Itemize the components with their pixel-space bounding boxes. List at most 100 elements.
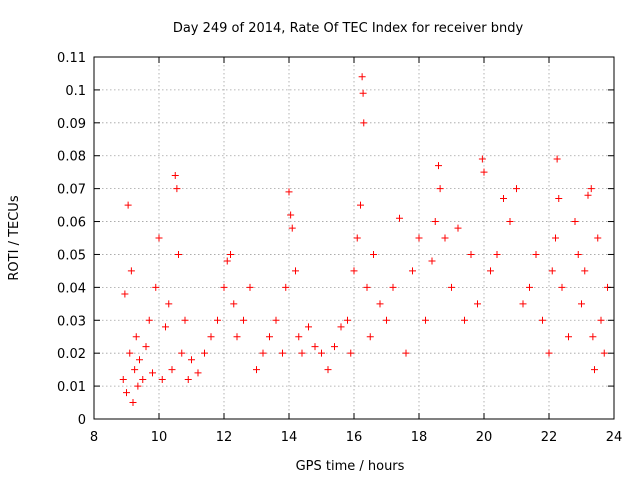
data-point: [173, 185, 181, 193]
data-point: [121, 290, 129, 298]
data-point: [436, 185, 444, 193]
data-point: [383, 316, 390, 324]
data-point: [506, 218, 514, 226]
data-point: [152, 283, 160, 291]
data-point: [292, 267, 299, 275]
data-point: [178, 349, 186, 357]
data-point: [201, 349, 208, 357]
y-tick-label: 0.02: [57, 347, 86, 362]
x-axis-tick-labels: 8 10 12 14 16 18 20 22 24: [90, 430, 622, 445]
data-point: [366, 333, 374, 341]
x-tick-label: 8: [90, 430, 98, 445]
data-point: [139, 376, 147, 384]
data-point: [558, 283, 566, 291]
data-point: [461, 316, 468, 324]
y-tick-label: 0.01: [57, 380, 86, 395]
data-point: [181, 316, 189, 324]
data-point: [555, 195, 563, 203]
data-point: [500, 195, 507, 203]
data-point: [246, 283, 254, 291]
data-point: [532, 250, 540, 258]
axis-ticks: [93, 56, 615, 420]
data-point: [431, 218, 439, 226]
data-point: [363, 283, 371, 291]
data-point: [230, 300, 238, 308]
data-point: [552, 234, 559, 242]
data-point: [357, 201, 364, 209]
data-point: [126, 349, 134, 357]
data-point: [207, 333, 215, 341]
data-point: [233, 333, 241, 341]
data-point: [539, 316, 546, 324]
x-tick-label: 16: [346, 430, 363, 445]
data-point: [145, 316, 153, 324]
data-point: [519, 300, 527, 308]
y-tick-label: 0.06: [57, 216, 86, 231]
x-tick-label: 24: [606, 430, 623, 445]
data-point: [565, 333, 572, 341]
x-tick-label: 12: [216, 430, 233, 445]
data-point: [571, 218, 579, 226]
data-point: [467, 250, 475, 258]
data-point: [298, 349, 306, 357]
y-tick-label: 0.11: [57, 51, 86, 66]
data-point: [480, 168, 488, 176]
data-point: [474, 300, 481, 308]
data-point: [584, 191, 592, 199]
data-point: [347, 349, 355, 357]
data-point: [493, 250, 501, 258]
data-point: [123, 389, 130, 397]
data-point: [175, 250, 182, 258]
data-point: [318, 349, 325, 357]
x-tick-label: 22: [541, 430, 558, 445]
data-point: [168, 366, 176, 374]
data-point: [581, 267, 589, 275]
y-tick-label: 0.08: [57, 150, 86, 165]
data-point: [337, 323, 345, 331]
data-point: [589, 333, 597, 341]
data-point: [282, 283, 290, 291]
data-point: [155, 234, 163, 242]
data-point: [129, 399, 137, 407]
data-point: [287, 211, 295, 219]
data-point: [158, 376, 166, 384]
data-point: [454, 224, 462, 232]
data-point: [142, 343, 150, 351]
data-point: [591, 366, 598, 374]
data-point: [415, 234, 423, 242]
data-point: [188, 356, 195, 364]
data-point: [305, 323, 312, 331]
x-axis-label: GPS time / hours: [296, 459, 405, 474]
data-point: [370, 250, 377, 258]
y-tick-label: 0.1: [65, 84, 86, 99]
chart-title: Day 249 of 2014, Rate Of TEC Index for r…: [173, 21, 524, 36]
data-point: [545, 349, 553, 357]
data-point: [478, 155, 486, 163]
data-points: [119, 73, 611, 407]
data-point: [376, 300, 384, 308]
data-point: [311, 343, 319, 351]
data-point: [272, 316, 280, 324]
data-point: [428, 257, 436, 265]
y-tick-label: 0.07: [57, 183, 86, 198]
data-point: [136, 356, 143, 364]
data-point: [396, 214, 403, 222]
data-point: [288, 224, 296, 232]
data-point: [331, 343, 338, 351]
data-point: [448, 283, 455, 291]
data-point: [266, 333, 273, 341]
data-point: [165, 300, 173, 308]
data-point: [119, 376, 127, 384]
data-point: [487, 267, 494, 275]
data-point: [171, 171, 179, 179]
data-point: [578, 300, 585, 308]
data-point: [513, 185, 520, 193]
data-point: [127, 267, 135, 275]
x-tick-label: 14: [281, 430, 298, 445]
data-point: [131, 366, 139, 374]
data-point: [223, 257, 231, 265]
data-point: [548, 267, 556, 275]
data-point: [194, 369, 202, 377]
data-point: [227, 250, 234, 258]
